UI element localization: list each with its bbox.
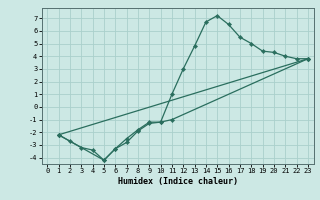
X-axis label: Humidex (Indice chaleur): Humidex (Indice chaleur) bbox=[118, 177, 237, 186]
